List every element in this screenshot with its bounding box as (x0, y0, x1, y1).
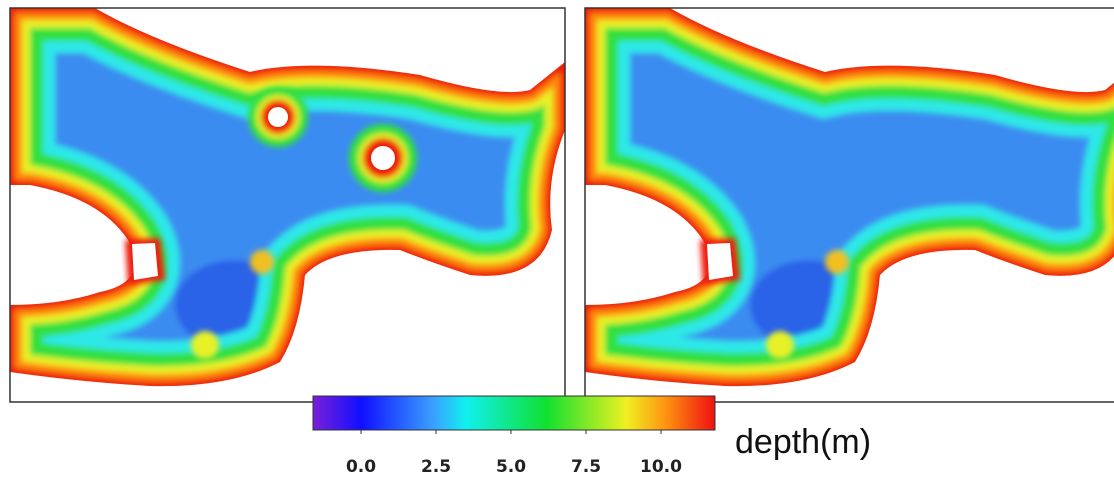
colorbar-tick-label: 5.0 (496, 457, 526, 477)
colorbar-label: depth(m) (735, 423, 871, 461)
colorbar-tick-label: 0.0 (346, 457, 376, 477)
colorbar-tick-label: 10.0 (640, 457, 682, 477)
colorbar (312, 395, 716, 431)
depth-map-left (10, 8, 565, 402)
depth-map-right (585, 8, 1114, 402)
colorbar-tick-label: 7.5 (571, 457, 601, 477)
colorbar-tick-label: 2.5 (421, 457, 451, 477)
